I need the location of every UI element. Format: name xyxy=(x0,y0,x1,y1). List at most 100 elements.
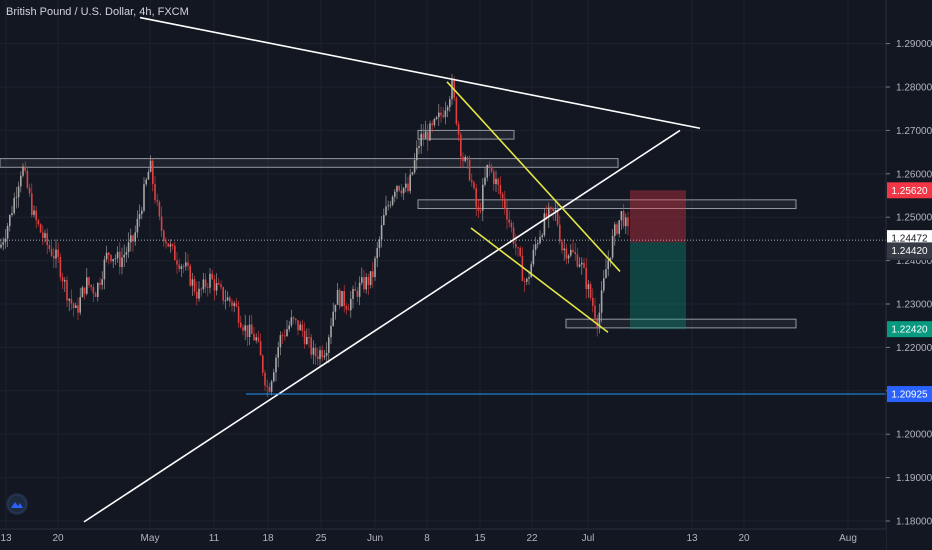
candle-body xyxy=(198,288,200,299)
candle-body xyxy=(189,265,191,286)
candle-body xyxy=(598,312,601,328)
candle-body xyxy=(251,324,253,334)
candle-body xyxy=(72,303,75,309)
candle-body xyxy=(86,277,88,294)
candle-body xyxy=(116,251,119,259)
candle-body xyxy=(237,306,240,323)
resistance-zone xyxy=(417,129,515,140)
candle-body xyxy=(471,180,473,183)
candle-body xyxy=(596,317,598,328)
candle-body xyxy=(262,355,264,373)
candle-body xyxy=(510,222,513,228)
candle-body xyxy=(4,238,7,243)
candle-body xyxy=(288,325,290,330)
candle-body xyxy=(383,214,385,226)
candle-body xyxy=(394,191,396,197)
candle-body xyxy=(88,277,90,286)
candle-body xyxy=(273,372,275,382)
price-tick-label: 1.25000 xyxy=(896,213,932,224)
candle-body xyxy=(180,266,183,270)
candle-body xyxy=(301,324,304,331)
tradingview-logo-icon[interactable] xyxy=(6,493,28,515)
candle-body xyxy=(433,118,436,126)
candle-body xyxy=(191,279,194,286)
candle-body xyxy=(244,325,246,331)
candle-body xyxy=(440,112,442,116)
candle-body xyxy=(121,257,123,268)
candle-body xyxy=(545,213,548,218)
time-tick-label: May xyxy=(141,533,160,544)
candle-body xyxy=(512,227,515,244)
candle-body xyxy=(570,249,572,256)
candle-body xyxy=(523,280,526,282)
candle-body xyxy=(609,257,612,261)
candle-body xyxy=(405,183,407,188)
price-axis-bg xyxy=(886,0,932,550)
trendline-channel-upper xyxy=(446,81,621,272)
candle-body xyxy=(563,248,565,251)
stop-loss-price-tag: 1.25620 xyxy=(891,186,928,197)
resistance-zone xyxy=(0,158,619,168)
candle-body xyxy=(526,278,528,282)
candle-body xyxy=(424,131,427,139)
candle-body xyxy=(354,288,356,291)
candle-body xyxy=(528,277,530,279)
candle-body xyxy=(50,249,53,256)
price-tick-label: 1.27000 xyxy=(896,126,932,137)
candle-body xyxy=(149,160,152,173)
candle-body xyxy=(587,284,590,290)
candle-body xyxy=(530,264,532,278)
candle-body xyxy=(284,335,286,337)
candle-body xyxy=(581,262,583,265)
candle-body xyxy=(451,80,453,100)
candle-body xyxy=(541,235,543,238)
candle-body xyxy=(589,284,592,298)
candle-body xyxy=(521,255,524,281)
candle-body xyxy=(44,233,46,238)
candle-body xyxy=(209,273,211,288)
candle-body xyxy=(39,224,42,233)
candle-body xyxy=(466,156,469,160)
price-axis[interactable]: 1.180001.190001.200001.210001.220001.230… xyxy=(885,0,932,550)
candle-body xyxy=(264,372,266,386)
candle-body xyxy=(543,213,546,236)
time-axis-bg xyxy=(0,529,886,550)
candle-body xyxy=(242,327,244,331)
candle-body xyxy=(66,280,68,301)
candle-body xyxy=(490,166,493,172)
candle-body xyxy=(185,262,187,267)
candle-body xyxy=(418,145,420,148)
candle-body xyxy=(35,210,37,221)
candle-body xyxy=(182,266,185,268)
time-tick-label: Aug xyxy=(839,533,857,544)
time-tick-label: 20 xyxy=(52,533,64,544)
candle-body xyxy=(306,336,308,345)
candle-body xyxy=(207,287,209,288)
candle-body xyxy=(226,297,229,301)
time-tick-label: Jul xyxy=(582,533,595,544)
candle-body xyxy=(24,166,26,171)
price-tick-label: 1.29000 xyxy=(896,39,932,50)
candle-body xyxy=(152,160,154,185)
time-axis[interactable]: 13 20 May 11 18 25 Jun 8 15 22 Jul 13 20 Aug xyxy=(0,528,886,550)
candle-body xyxy=(42,232,44,238)
long-position-tool[interactable] xyxy=(630,190,686,330)
time-tick-label: 25 xyxy=(315,533,327,544)
candle-body xyxy=(387,205,389,207)
candle-body xyxy=(297,320,299,331)
candle-body xyxy=(90,285,92,288)
candle-body xyxy=(611,235,614,258)
candle-body xyxy=(112,259,114,262)
candle-body xyxy=(468,159,471,181)
candle-body xyxy=(339,290,341,307)
candle-body xyxy=(420,133,422,146)
candle-body xyxy=(233,303,235,306)
candle-body xyxy=(277,347,279,358)
candle-body xyxy=(343,291,345,306)
candle-body xyxy=(358,282,361,297)
candle-body xyxy=(28,187,31,194)
candle-body xyxy=(442,115,444,117)
candle-body xyxy=(169,244,172,247)
stop-loss-price-tag-bg xyxy=(887,182,932,199)
